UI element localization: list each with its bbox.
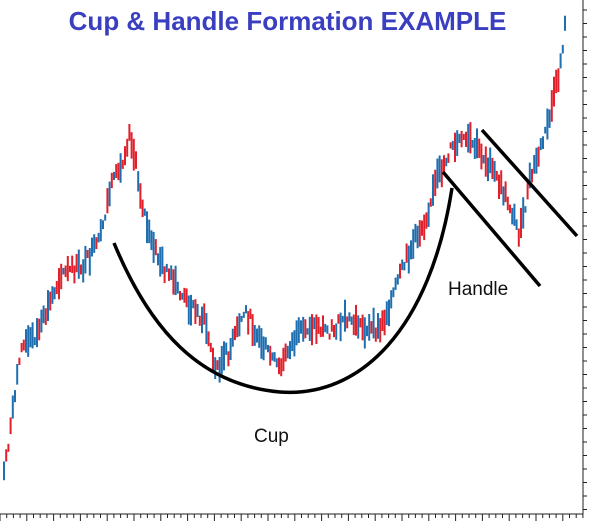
chart-title: Cup & Handle Formation EXAMPLE <box>68 6 507 36</box>
handle-label: Handle <box>448 279 508 300</box>
cup-curve <box>112 187 454 395</box>
axes <box>0 0 587 521</box>
handle-line-lower <box>441 170 542 288</box>
cup-label: Cup <box>254 426 289 447</box>
price-bars <box>3 15 566 481</box>
handle-line-upper <box>480 128 579 238</box>
